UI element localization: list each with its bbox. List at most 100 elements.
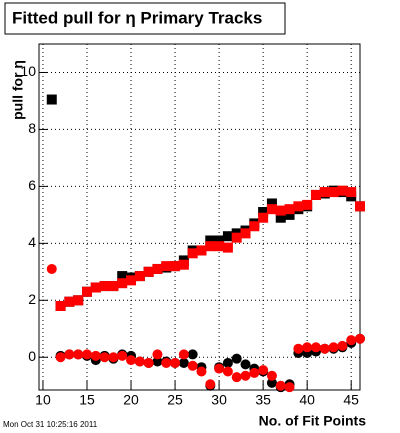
square-marker — [275, 205, 286, 216]
circle-marker — [90, 350, 101, 361]
circle-marker — [152, 349, 163, 360]
circle-marker — [249, 367, 260, 378]
square-marker — [108, 281, 119, 292]
circle-marker — [222, 357, 233, 368]
x-tick-label: 15 — [79, 392, 95, 408]
circle-marker — [108, 352, 119, 363]
circle-marker — [178, 349, 189, 360]
circle-marker — [99, 352, 110, 363]
square-marker — [240, 228, 251, 239]
square-marker — [46, 94, 57, 105]
circle-marker — [275, 380, 286, 391]
y-tick-label: 10 — [20, 63, 36, 79]
circle-marker — [231, 353, 242, 364]
x-tick-label: 25 — [167, 392, 183, 408]
circle-marker — [178, 357, 189, 368]
y-tick-label: 0 — [28, 348, 36, 364]
y-tick-label: 4 — [28, 234, 36, 250]
square-marker — [205, 235, 216, 246]
square-marker — [319, 187, 330, 198]
circle-marker — [73, 349, 84, 360]
square-marker — [81, 286, 92, 297]
square-marker — [117, 271, 128, 282]
y-tick-label: 8 — [28, 120, 36, 136]
y-axis-label: pull for η — [10, 60, 26, 120]
circle-marker — [143, 357, 154, 368]
x-tick-label: 30 — [211, 392, 227, 408]
x-tick-label: 20 — [123, 392, 139, 408]
circle-marker — [355, 333, 365, 344]
circle-marker — [55, 352, 66, 363]
circle-marker — [214, 363, 225, 374]
square-marker — [249, 221, 260, 232]
square-marker — [178, 259, 189, 270]
square-marker — [284, 209, 295, 220]
square-marker — [143, 266, 154, 277]
circle-marker — [126, 355, 137, 366]
circle-marker — [161, 357, 172, 368]
chart-title: Fitted pull for η Primary Tracks — [12, 8, 262, 27]
square-marker — [214, 235, 225, 246]
circle-marker — [81, 349, 92, 360]
circle-marker — [310, 342, 321, 353]
y-tick-label: 2 — [28, 291, 36, 307]
square-marker — [346, 187, 357, 198]
square-marker — [222, 231, 233, 242]
circle-marker — [196, 366, 207, 377]
square-marker — [196, 245, 207, 256]
circle-marker — [266, 370, 277, 381]
square-marker — [99, 281, 110, 292]
circle-marker — [170, 357, 181, 368]
circle-marker — [293, 343, 304, 354]
circle-marker — [266, 377, 277, 388]
circle-marker — [152, 356, 163, 367]
square-marker — [302, 199, 313, 210]
square-marker — [222, 242, 233, 253]
square-marker — [73, 295, 84, 306]
square-marker — [134, 271, 145, 282]
timestamp: Mon Oct 31 10:25:16 2011 — [3, 420, 98, 429]
square-marker — [284, 204, 295, 215]
circle-marker — [187, 360, 198, 371]
square-marker — [214, 241, 225, 252]
square-marker — [161, 261, 172, 272]
square-marker — [310, 189, 321, 200]
square-marker — [293, 201, 304, 212]
plot-frame — [38, 43, 361, 391]
square-marker — [55, 300, 66, 311]
circle-marker — [284, 382, 295, 393]
square-marker — [170, 261, 181, 272]
square-marker — [231, 232, 242, 243]
circle-marker — [187, 349, 198, 360]
x-axis-label: No. of Fit Points — [259, 413, 367, 429]
square-marker — [266, 198, 277, 209]
title-box — [4, 2, 286, 35]
circle-marker — [328, 342, 339, 353]
x-tick-label: 40 — [299, 392, 315, 408]
x-tick-label: 35 — [255, 392, 271, 408]
circle-marker — [134, 356, 145, 367]
circle-marker — [346, 335, 357, 346]
square-marker — [90, 282, 101, 293]
circle-marker — [319, 343, 330, 354]
circle-marker — [302, 342, 313, 353]
circle-marker — [240, 370, 251, 381]
square-marker — [117, 278, 128, 289]
x-tick-label: 45 — [343, 392, 359, 408]
circle-marker — [64, 349, 75, 360]
square-marker — [205, 241, 216, 252]
square-marker — [258, 207, 269, 218]
square-marker — [328, 187, 339, 198]
square-marker — [355, 201, 365, 212]
circle-marker — [205, 379, 216, 390]
square-marker — [152, 263, 163, 274]
circle-marker — [231, 372, 242, 383]
circle-marker — [117, 350, 128, 361]
square-marker — [187, 248, 198, 259]
square-marker — [337, 185, 348, 196]
circle-marker — [240, 359, 251, 370]
circle-marker — [337, 340, 348, 351]
circle-marker — [46, 263, 57, 274]
square-marker — [126, 275, 137, 286]
